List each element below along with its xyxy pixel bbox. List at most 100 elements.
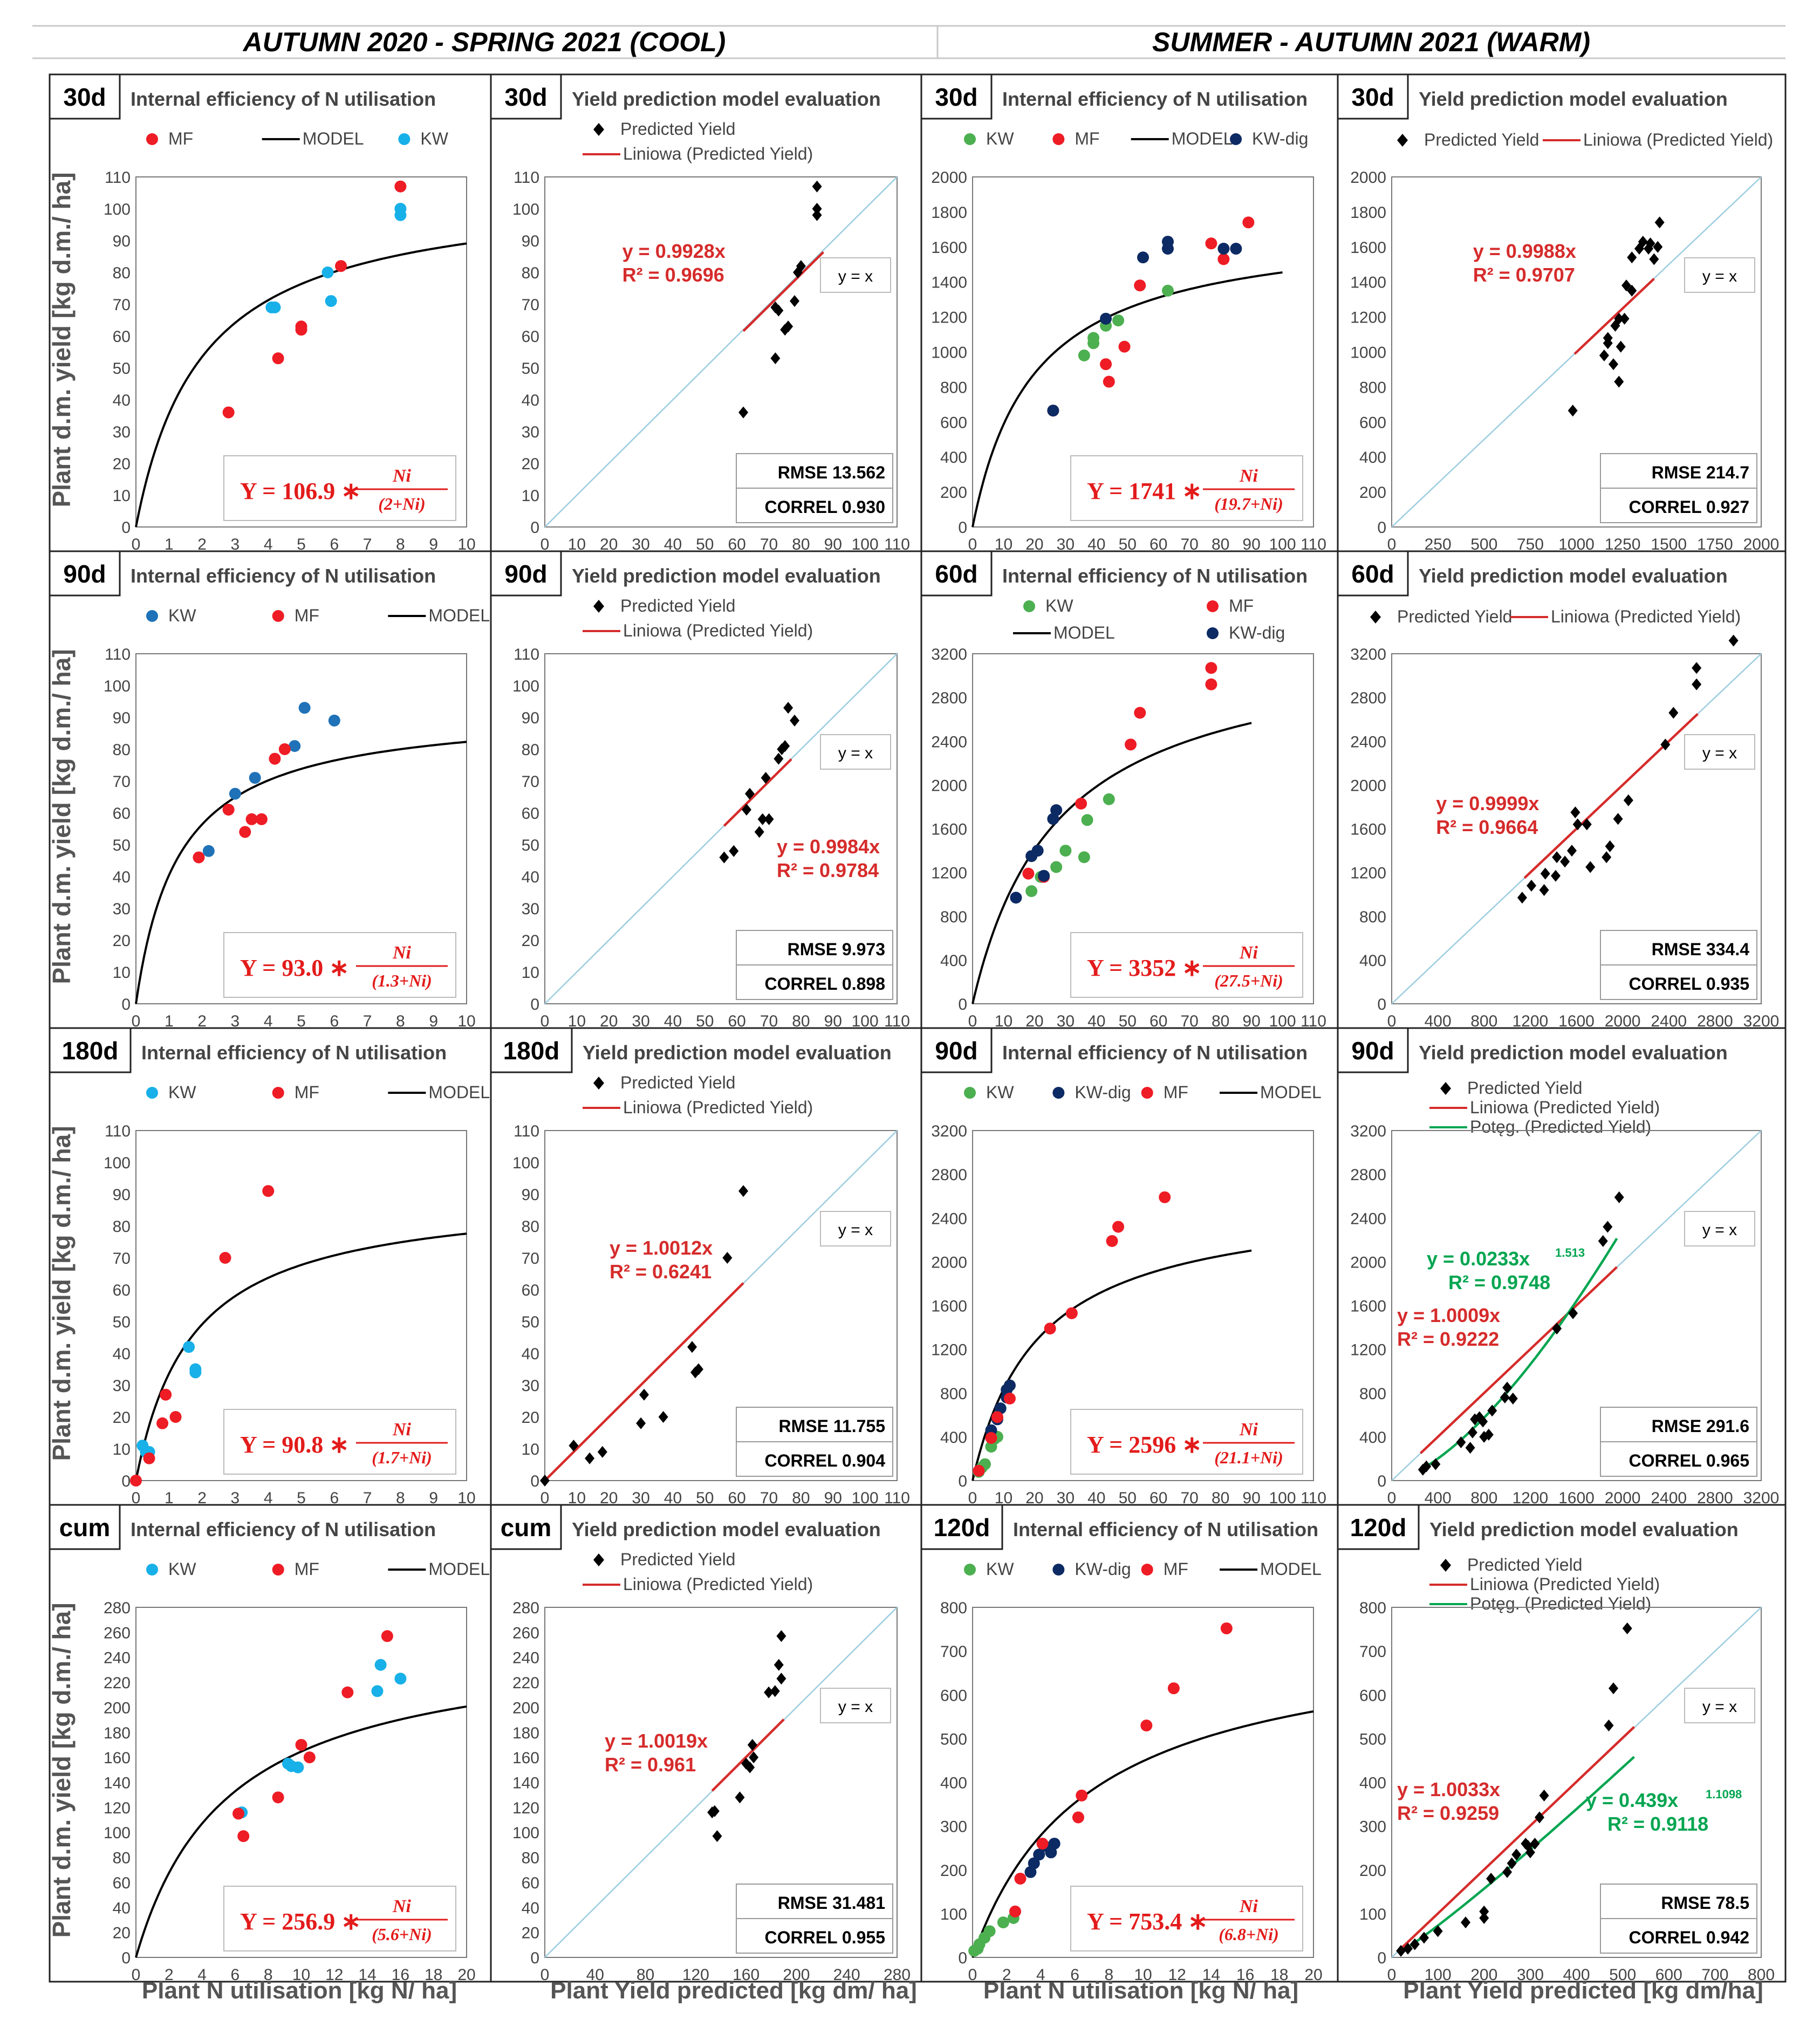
y-tick-label: 400 — [1359, 449, 1386, 467]
y-tick-label: 800 — [1359, 1599, 1386, 1617]
x-tick-label: 12 — [1168, 1966, 1186, 1984]
legend: Predicted Yield Liniowa (Predicted Yield) — [1370, 607, 1741, 626]
data-point — [693, 1363, 703, 1375]
panel-12: 90d Yield prediction model evaluation Pred… — [1337, 1027, 1787, 1507]
y-tick-label: 2400 — [931, 1210, 967, 1228]
identity-label-box — [820, 1688, 891, 1723]
data-point — [1487, 1405, 1497, 1417]
data-point — [249, 772, 261, 784]
y-tick-label: 70 — [522, 296, 539, 314]
legend-label: KW-dig — [1229, 623, 1285, 642]
data-point — [744, 787, 755, 800]
y-tick-label: 110 — [105, 1122, 131, 1140]
y-tick-label: 0 — [530, 996, 539, 1013]
data-point — [780, 740, 790, 752]
y-tick-label: 110 — [514, 1122, 539, 1140]
data-point — [341, 1686, 354, 1699]
data-point — [1502, 1381, 1513, 1394]
data-point — [636, 1417, 646, 1429]
y-tick-label: 500 — [1359, 1730, 1386, 1748]
x-tick-label: 16 — [1236, 1966, 1254, 1984]
legend-label: MF — [1229, 596, 1254, 615]
legend-label: MF — [1164, 1083, 1188, 1102]
data-point — [1483, 1428, 1494, 1441]
data-point — [298, 702, 311, 714]
fit-r2: R² = 0.9222 — [1397, 1328, 1499, 1350]
data-point — [722, 1252, 733, 1264]
data-point — [1036, 1838, 1049, 1850]
data-point — [1161, 284, 1174, 297]
data-point — [335, 260, 347, 272]
data-point — [1396, 1944, 1406, 1957]
marks — [540, 1130, 898, 1487]
model-curve — [135, 741, 467, 1004]
panel-title: Internal efficiency of N utilisation — [1002, 565, 1308, 587]
y-tick-label: 1600 — [931, 239, 967, 257]
y-tick-label: 300 — [940, 1818, 967, 1836]
marks — [544, 176, 898, 528]
data-point — [262, 1185, 275, 1197]
y-tick-label: 90 — [522, 1186, 539, 1204]
legend-marker — [146, 133, 158, 145]
y-tick-label: 20 — [522, 1925, 539, 1942]
x-tick-label: 4 — [264, 1012, 273, 1030]
y-tick-label: 70 — [113, 773, 131, 791]
data-point — [687, 1341, 697, 1353]
legend-label: MF — [1164, 1559, 1188, 1579]
y-tick-label: 40 — [522, 868, 539, 886]
data-point — [1619, 312, 1630, 325]
correl-value: CORREL 0.898 — [765, 974, 886, 994]
panel-tag: 60d — [935, 560, 977, 588]
fit-equation: y = 1.0012x — [610, 1237, 713, 1259]
data-point — [328, 714, 340, 727]
x-tick-label: 0 — [540, 1489, 550, 1507]
plot-area — [1391, 1130, 1762, 1481]
marks — [971, 662, 1252, 1004]
linear-fit-line — [1398, 1726, 1636, 1952]
y-tick-label: 20 — [522, 932, 539, 950]
panel-4: 30d Yield prediction model evaluation Pred… — [1337, 73, 1787, 553]
data-point — [237, 1830, 250, 1843]
identity-label: y = x — [838, 1221, 873, 1239]
y-tick-label: 800 — [940, 379, 967, 396]
panel-title: Internal efficiency of N utilisation — [141, 1042, 447, 1064]
linear-fit-line — [1419, 1266, 1618, 1454]
data-point — [973, 1464, 985, 1477]
header-left: AUTUMN 2020 - SPRING 2021 (COOL) — [242, 27, 726, 57]
y-tick-label: 260 — [104, 1624, 131, 1642]
plot-area — [135, 653, 467, 1004]
plot-area — [544, 176, 898, 528]
data-point — [278, 743, 291, 755]
legend-label: MF — [295, 606, 319, 625]
data-point — [1103, 793, 1115, 805]
marks — [1391, 1130, 1762, 1481]
data-point — [1076, 1789, 1088, 1802]
y-axis-title-row2: Plant d.m. yield [kg d.m./ ha] — [47, 649, 76, 984]
data-point — [757, 813, 768, 825]
legend-label: Predicted Yield — [620, 119, 735, 139]
x-tick-label: 5 — [297, 1012, 306, 1030]
y-axis-title-row4: Plant d.m. yield [kg d.m./ ha] — [47, 1602, 76, 1937]
y-tick-label: 600 — [940, 414, 967, 432]
data-point — [1517, 892, 1527, 904]
legend-label: KW-dig — [1075, 1083, 1131, 1102]
data-point — [1560, 855, 1570, 868]
panel-tag-box — [1337, 1027, 1409, 1073]
y-tick-label: 1200 — [1350, 1341, 1386, 1359]
x-tick-label: 10 — [292, 1966, 310, 1984]
y-tick-label: 50 — [113, 1313, 131, 1331]
y-tick-label: 100 — [104, 677, 131, 695]
x-tick-label: 0 — [1387, 1489, 1397, 1507]
legend-marker — [964, 1564, 976, 1576]
x-tick-label: 4 — [197, 1966, 207, 1984]
panel-14: cum Yield prediction model evaluation Pred… — [490, 1504, 922, 1984]
x-axis-title-col2: Plant Yield predicted [kg dm/ ha] — [550, 1977, 917, 2004]
y-tick-label: 2800 — [1350, 1166, 1386, 1184]
panel-title: Yield prediction model evaluation — [572, 88, 881, 110]
legend: KW KW-dig MF MODEL — [964, 1083, 1322, 1102]
equation-numerator: Ni — [1239, 943, 1258, 963]
y-tick-label: 110 — [514, 169, 539, 187]
y-tick-label: 20 — [522, 455, 539, 473]
